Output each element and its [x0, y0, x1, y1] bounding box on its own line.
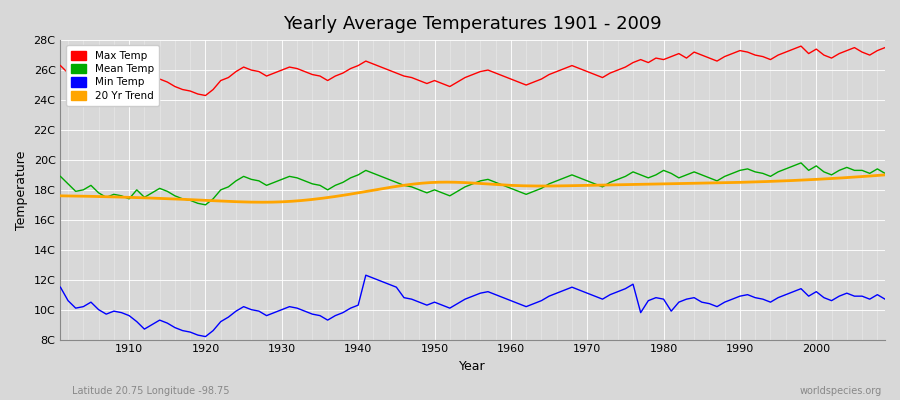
Text: Latitude 20.75 Longitude -98.75: Latitude 20.75 Longitude -98.75	[72, 386, 230, 396]
X-axis label: Year: Year	[459, 360, 486, 373]
Legend: Max Temp, Mean Temp, Min Temp, 20 Yr Trend: Max Temp, Mean Temp, Min Temp, 20 Yr Tre…	[66, 45, 159, 106]
Y-axis label: Temperature: Temperature	[15, 150, 28, 230]
Title: Yearly Average Temperatures 1901 - 2009: Yearly Average Temperatures 1901 - 2009	[284, 15, 662, 33]
Text: worldspecies.org: worldspecies.org	[800, 386, 882, 396]
